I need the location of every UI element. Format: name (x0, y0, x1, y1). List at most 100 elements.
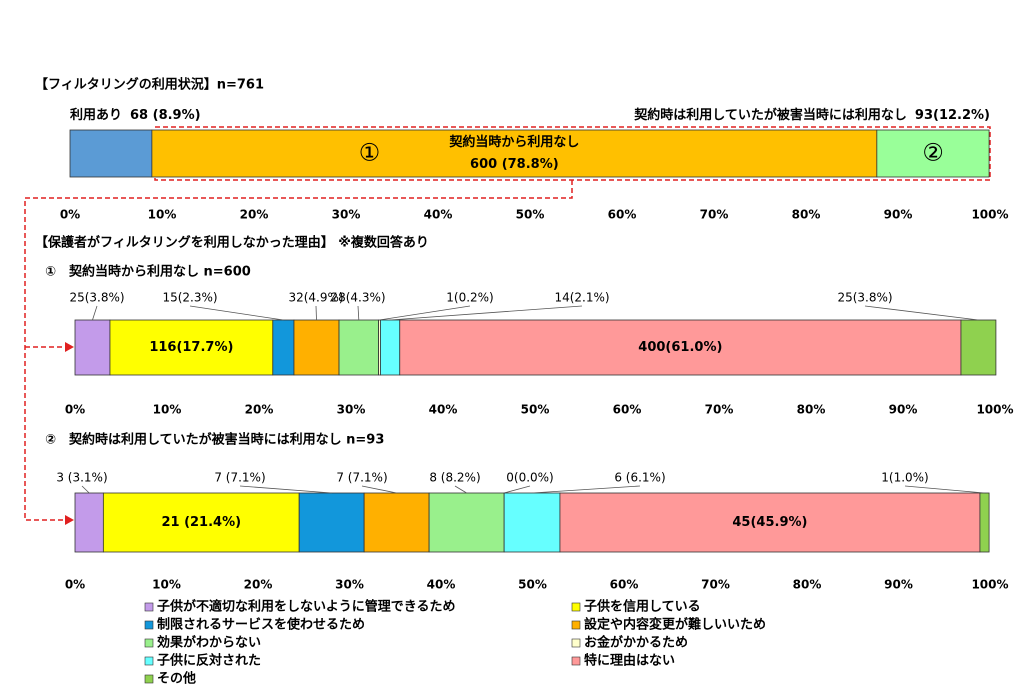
leader-line (361, 485, 397, 494)
x-tick-label: 50% (518, 578, 547, 592)
value-label: 25(3.8%) (69, 291, 124, 305)
chart-title: ① 契約当時から利用なし n=600 (45, 264, 251, 280)
legend-swatch (144, 602, 154, 612)
x-tick-label: 0% (60, 208, 80, 222)
x-tick-label: 60% (610, 578, 639, 592)
bar-segment (960, 319, 997, 376)
value-label: 21 (21.4%) (161, 515, 241, 530)
chart-title: 【フィルタリングの利用状況】n=761 (35, 77, 264, 93)
leader-line (504, 485, 531, 494)
leader-line (315, 305, 317, 321)
leader-line (904, 485, 985, 494)
bar-segment (109, 319, 274, 376)
value-label: 25(3.8%) (837, 291, 892, 305)
leader-line (379, 305, 471, 321)
x-tick-label: 70% (701, 578, 730, 592)
x-tick-label: 20% (244, 578, 273, 592)
segment-label: 利用あり 68 (8.9%) (70, 107, 201, 123)
value-label: 14(2.1%) (554, 291, 609, 305)
x-tick-label: 10% (152, 578, 181, 592)
legend-label: 設定や内容変更が難しいいため (584, 617, 766, 633)
x-tick-label: 30% (337, 403, 366, 417)
legend-label: 効果がわからない (157, 635, 261, 651)
x-tick-label: 50% (516, 208, 545, 222)
x-tick-label: 50% (521, 403, 550, 417)
arrow-head (65, 342, 74, 352)
legend-label: 制限されるサービスを使わせるため (157, 617, 365, 633)
legend-label: その他 (157, 671, 196, 687)
value-label: 8 (8.2%) (429, 471, 480, 485)
value-label: 45(45.9%) (732, 515, 807, 530)
leader-line (81, 485, 90, 494)
x-tick-label: 60% (608, 208, 637, 222)
legend-label: 子供に反対された (157, 653, 261, 669)
x-tick-label: 80% (797, 403, 826, 417)
legend-swatch (571, 638, 581, 648)
value-label: 32(4.9%) (288, 291, 343, 305)
bar-segment (74, 492, 104, 553)
x-tick-label: 80% (793, 578, 822, 592)
value-label: 7 (7.1%) (336, 471, 387, 485)
leader-line (239, 485, 332, 494)
x-tick-label: 20% (240, 208, 269, 222)
segment-marker: ① (359, 139, 381, 167)
x-tick-label: 60% (613, 403, 642, 417)
x-tick-label: 100% (976, 403, 1013, 417)
legend-swatch (571, 602, 581, 612)
leader-line (390, 305, 583, 321)
x-tick-label: 100% (971, 208, 1008, 222)
bar-segment (102, 492, 300, 553)
x-tick-label: 70% (700, 208, 729, 222)
bar-segment (338, 319, 380, 376)
value-label: 116(17.7%) (149, 340, 233, 355)
connector (24, 126, 991, 521)
x-tick-label: 40% (429, 403, 458, 417)
x-tick-label: 100% (971, 578, 1008, 592)
connector-line (24, 180, 573, 521)
leader-line (864, 305, 979, 321)
legend-swatch (144, 638, 154, 648)
chart-title: ② 契約時は利用していたが被害当時には利用なし n=93 (45, 432, 384, 448)
legend-label: お金がかかるため (584, 635, 688, 651)
x-tick-label: 20% (245, 403, 274, 417)
bar-segment (876, 129, 990, 178)
value-label: 600 (78.8%) (470, 157, 559, 172)
value-label: 3 (3.1%) (56, 471, 107, 485)
value-label: 15(2.3%) (162, 291, 217, 305)
x-tick-label: 90% (889, 403, 918, 417)
bar-segment (399, 319, 962, 376)
x-tick-label: 90% (884, 208, 913, 222)
value-label: 68 (8.9%) (130, 108, 201, 123)
bar-segment (272, 319, 295, 376)
arrow-head (65, 515, 74, 525)
bar-segment (298, 492, 365, 553)
value-label: 1(1.0%) (881, 471, 928, 485)
value-label: 93(12.2%) (915, 108, 990, 123)
value-label: 1(0.2%) (446, 291, 493, 305)
x-tick-label: 90% (884, 578, 913, 592)
segment-name: 契約当時から利用なし (448, 134, 579, 150)
segment-name: 利用あり (70, 107, 122, 123)
bar-segment (74, 319, 111, 376)
x-tick-label: 40% (424, 208, 453, 222)
leader-line (357, 305, 360, 321)
bar-segment (293, 319, 340, 376)
value-label: 7 (7.1%) (214, 471, 265, 485)
x-tick-label: 30% (332, 208, 361, 222)
x-tick-label: 40% (427, 578, 456, 592)
x-tick-label: 70% (705, 403, 734, 417)
bar-segment (69, 129, 153, 178)
x-tick-label: 10% (153, 403, 182, 417)
x-tick-label: 0% (65, 578, 85, 592)
x-tick-label: 10% (148, 208, 177, 222)
legend-swatch (144, 674, 154, 684)
legend-swatch (144, 620, 154, 630)
segment-label: 契約時は利用していたが被害当時には利用なし 93(12.2%) (633, 107, 990, 123)
value-label: 400(61.0%) (638, 340, 722, 355)
bar-segment (428, 492, 505, 553)
value-label: 0(0.0%) (506, 471, 553, 485)
legend-label: 子供が不適切な利用をしないように管理できるため (157, 599, 455, 615)
leader-line (454, 485, 467, 494)
bar-segment (363, 492, 430, 553)
x-tick-label: 0% (65, 403, 85, 417)
